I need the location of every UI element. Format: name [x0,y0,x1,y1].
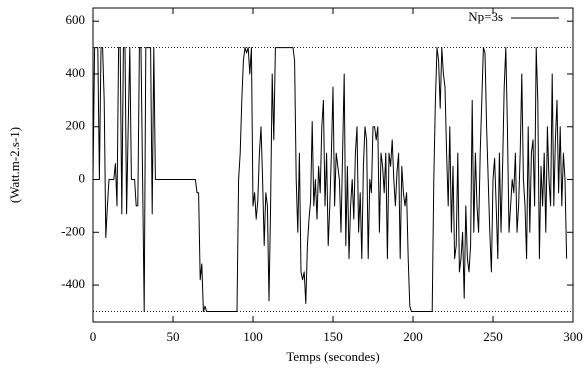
x-tick-label: 0 [90,329,97,344]
x-axis-label: Temps (secondes) [286,349,379,364]
y-tick-label: 0 [79,170,86,185]
y-tick-label: 400 [66,65,86,80]
x-tick-label: 200 [403,329,423,344]
legend-label: Np=3s [468,9,503,24]
y-tick-label: -200 [61,223,85,238]
y-tick-label: 200 [66,118,86,133]
y-tick-label: -400 [61,276,85,291]
x-tick-label: 100 [243,329,263,344]
x-tick-label: 300 [563,329,583,344]
y-tick-label: 600 [66,12,86,27]
x-tick-label: 250 [483,329,503,344]
y-axis-label: (Watt.m-2.s-1) [7,127,22,203]
x-tick-label: 50 [167,329,180,344]
x-tick-label: 150 [323,329,343,344]
data-line [92,47,568,312]
plot-frame [92,7,574,323]
